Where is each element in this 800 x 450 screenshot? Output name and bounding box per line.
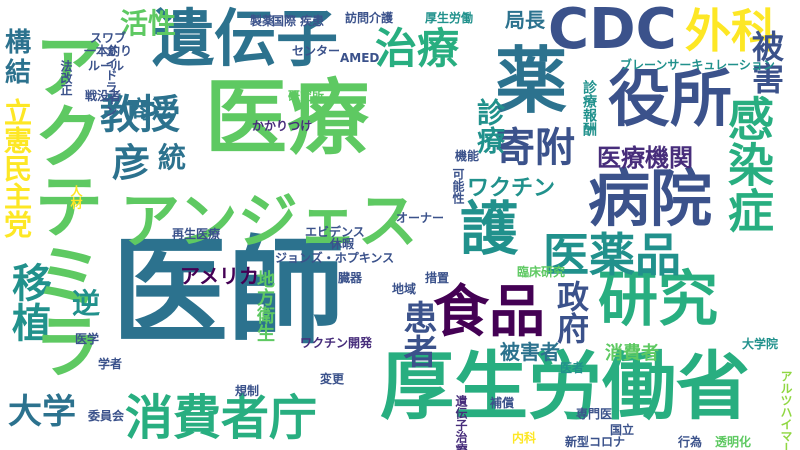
word: 研究: [598, 265, 718, 335]
word: 製薬: [250, 14, 275, 28]
word: 役所: [608, 62, 733, 135]
word: 患者: [397, 300, 437, 368]
word: ワクチン開発: [300, 336, 373, 350]
word: アクテミラ: [22, 30, 104, 380]
word: 教授: [100, 92, 180, 138]
word: 局長: [505, 8, 545, 32]
word: 一本釣り: [84, 44, 133, 58]
word: 地方衛生: [254, 270, 275, 342]
word: AMED: [340, 51, 380, 65]
word: 活性: [120, 7, 177, 40]
word: ジョンズ・ホプキンス: [275, 251, 395, 265]
word: ワクチン: [467, 176, 556, 201]
word: 補償: [490, 396, 515, 410]
word: 政府: [552, 280, 590, 344]
word: 行為: [678, 435, 703, 449]
word: 結: [5, 58, 32, 88]
word: 医療機関: [597, 144, 693, 172]
word: 消費者: [605, 343, 659, 364]
word: アメリカ: [180, 264, 259, 288]
word: 治療: [375, 24, 460, 73]
word: 法改正: [59, 60, 73, 96]
word: 構: [5, 28, 32, 58]
word: アンジェス: [120, 187, 418, 257]
word: 国際: [272, 14, 297, 28]
word: 逆: [72, 287, 101, 320]
word: 地域: [392, 282, 417, 296]
word: 外科: [685, 4, 777, 58]
word: 休暇: [330, 237, 355, 251]
word: 臨床研究: [517, 265, 566, 279]
word: かかりつけ: [252, 119, 313, 133]
word: エビデンス: [305, 225, 365, 239]
word: 厚生労働: [425, 11, 474, 25]
word: 規制: [235, 384, 260, 398]
word: オーナー: [396, 211, 445, 225]
word: 移植: [5, 262, 51, 342]
word: 人材: [69, 185, 83, 209]
word: 感染症: [721, 95, 775, 233]
word: 医者: [560, 361, 585, 375]
word: 学者: [98, 357, 123, 371]
word: 診療報酬: [581, 80, 597, 136]
word: 再生医療: [172, 227, 221, 241]
word: 訪問介護: [345, 11, 394, 25]
word: 臓器: [338, 271, 363, 285]
word: 大学: [8, 392, 76, 432]
word: 医療: [205, 71, 370, 166]
word: 診療: [473, 98, 506, 154]
word: 変更: [320, 372, 345, 386]
word: 被害: [747, 30, 785, 94]
word: 統: [158, 141, 187, 174]
word: 病院: [588, 162, 713, 235]
word: 疾患: [300, 14, 325, 28]
word: 被害者: [500, 340, 560, 364]
word: 可能性: [451, 168, 465, 204]
word: 医薬品: [543, 228, 681, 282]
word: 内科: [512, 431, 537, 445]
word: ガイドライン: [104, 45, 118, 117]
word: スワブ: [90, 31, 127, 45]
word: 大学院: [742, 337, 779, 351]
word: CDC: [548, 0, 677, 62]
word: 消費者庁: [125, 390, 318, 446]
word: 専門医: [576, 407, 613, 421]
word: センター: [292, 44, 341, 58]
word: 措置: [425, 271, 450, 285]
word: 商法: [127, 96, 175, 124]
word: ルール: [88, 59, 125, 73]
word: アルツハイマー: [779, 370, 793, 450]
word: 薬: [495, 39, 568, 123]
word: 委員会: [88, 409, 125, 423]
word: 透明化: [715, 435, 752, 449]
word: 戦没者: [85, 89, 122, 103]
word: 護: [460, 195, 519, 263]
word: 遺伝子: [152, 2, 339, 75]
word: 立憲民主党: [0, 98, 33, 238]
word: 国立: [610, 423, 635, 437]
word: 新型コロナ: [565, 435, 626, 449]
word: 彦: [112, 141, 151, 185]
word: 寄附: [495, 125, 575, 171]
word: 医師: [112, 225, 344, 360]
word: 遺伝子治療: [454, 395, 468, 450]
word: 食品: [433, 280, 545, 345]
word: ブレーンサーキュレーション: [620, 58, 775, 72]
word: 機能: [455, 149, 480, 163]
word: 厚生労働省: [380, 344, 750, 430]
word: 医学: [75, 332, 100, 346]
word: 研究所: [288, 89, 325, 103]
